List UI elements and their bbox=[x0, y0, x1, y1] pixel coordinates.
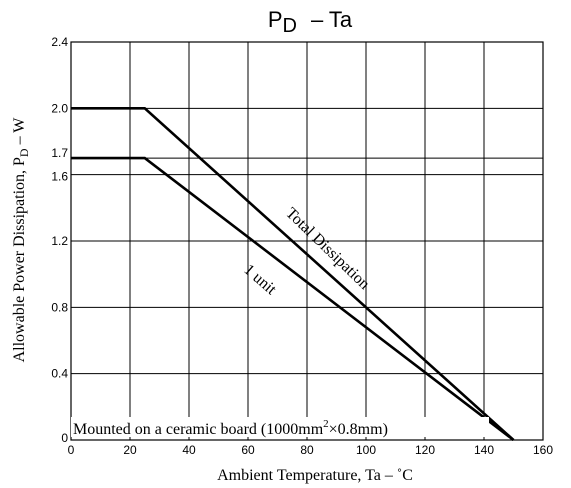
annotation-box: Mounted on a ceramic board (1000mm2×0.8m… bbox=[71, 417, 489, 438]
x-tick-label-80: 80 bbox=[300, 443, 314, 457]
x-tick-label-60: 60 bbox=[241, 443, 255, 457]
title-main: P bbox=[268, 7, 283, 32]
series-line-1-unit bbox=[71, 156, 515, 442]
y-tick-label-2.0: 2.0 bbox=[51, 101, 68, 115]
x-tick-label-100: 100 bbox=[356, 443, 376, 457]
plot-frame bbox=[70, 41, 544, 441]
annotation-sup: 2 bbox=[323, 418, 329, 430]
x-axis-label: Ambient Temperature, Ta – ˚C bbox=[217, 467, 413, 484]
series-label-1-unit: 1 unit bbox=[240, 261, 279, 298]
y-tick-label-1.7: 1.7 bbox=[51, 146, 68, 160]
series-label-total-dissipation: Total Dissipation bbox=[282, 205, 373, 293]
y-label-sub: D bbox=[17, 148, 31, 157]
x-tick-label-160: 160 bbox=[533, 443, 553, 457]
y-axis-label: Allowable Power Dissipation, PD – W bbox=[11, 117, 31, 363]
y-tick-label-0.8: 0.8 bbox=[51, 300, 68, 314]
annotation-text: Mounted on a ceramic board (1000mm2×0.8m… bbox=[73, 418, 388, 438]
y-tick-label-1.2: 1.2 bbox=[51, 234, 68, 248]
series-group bbox=[71, 107, 515, 442]
annotation-main: Mounted on a ceramic board (1000mm bbox=[73, 421, 324, 438]
x-tick-labels: 0 20 40 60 80 100 120 140 160 bbox=[68, 443, 554, 457]
chart-title: PD – Ta bbox=[268, 7, 353, 37]
x-tick-label-20: 20 bbox=[123, 443, 137, 457]
x-tick-label-120: 120 bbox=[415, 443, 435, 457]
title-sub: D bbox=[283, 15, 297, 37]
x-tick-label-140: 140 bbox=[474, 443, 494, 457]
y-tick-label-1.6: 1.6 bbox=[51, 170, 68, 184]
grid bbox=[70, 41, 544, 441]
y-tick-label-0.4: 0.4 bbox=[51, 367, 68, 381]
y-tick-label-2.4: 2.4 bbox=[51, 35, 68, 49]
x-tick-label-0: 0 bbox=[68, 443, 75, 457]
series-line-total-dissipation bbox=[71, 107, 515, 441]
y-label-rest: – W bbox=[11, 117, 28, 149]
title-rest: – Ta bbox=[311, 7, 353, 32]
y-label-main: Allowable Power Dissipation, P bbox=[11, 157, 28, 362]
y-tick-labels: 0 0.4 0.8 1.2 1.6 1.7 2.0 2.4 bbox=[51, 35, 68, 445]
annotation-rest: ×0.8mm) bbox=[329, 421, 388, 438]
x-tick-label-40: 40 bbox=[182, 443, 196, 457]
y-tick-label-0: 0 bbox=[61, 431, 68, 445]
